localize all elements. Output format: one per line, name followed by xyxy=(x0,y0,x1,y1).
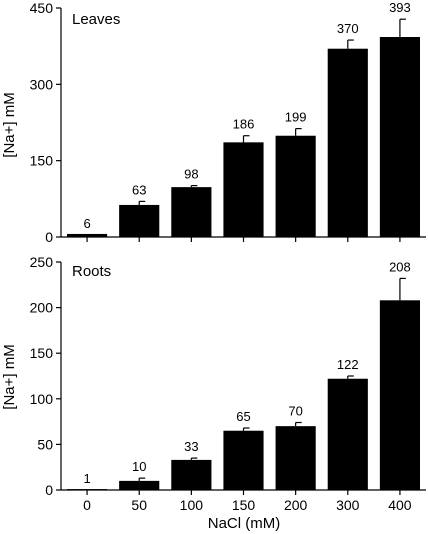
leaves-y-tick-label: 450 xyxy=(30,0,54,16)
leaves-y-axis-label: [Na+] mM xyxy=(1,92,18,157)
leaves-y-tick-label: 0 xyxy=(45,229,53,245)
roots-data-label: 1 xyxy=(83,471,90,486)
roots-y-tick-label: 100 xyxy=(30,391,54,407)
roots-bar xyxy=(275,426,316,490)
roots-bar xyxy=(223,430,264,490)
roots-panel: Roots [Na+] mM NaCl (mM) 050100150200250… xyxy=(1,254,426,532)
leaves-bar xyxy=(171,187,212,237)
leaves-y-tick-label: 150 xyxy=(30,153,54,169)
leaves-data-label: 98 xyxy=(184,167,198,182)
leaves-panel-title: Leaves xyxy=(72,11,120,28)
roots-y-tick-label: 250 xyxy=(30,254,54,270)
roots-data-label: 10 xyxy=(132,459,146,474)
roots-bar xyxy=(171,459,212,490)
leaves-data-label: 393 xyxy=(389,0,411,15)
leaves-panel: Leaves [Na+] mM 0 150 300 450 6 63 98 186 199 370… xyxy=(1,0,426,245)
leaves-data-label: 6 xyxy=(83,216,90,231)
leaves-data-label: 199 xyxy=(285,110,307,125)
roots-bar xyxy=(119,480,160,490)
roots-bar xyxy=(327,378,368,490)
roots-y-tick-label: 200 xyxy=(30,300,54,316)
roots-data-label: 33 xyxy=(184,439,198,454)
roots-x-tick-label: 50 xyxy=(131,497,147,513)
roots-data-label: 208 xyxy=(389,259,411,274)
roots-y-tick-label: 50 xyxy=(37,436,53,452)
roots-bar xyxy=(379,300,421,490)
x-axis-label: NaCl (mM) xyxy=(208,515,281,532)
roots-y-axis-label: [Na+] mM xyxy=(1,344,18,409)
leaves-data-label: 370 xyxy=(337,21,359,36)
roots-x-tick-label: 0 xyxy=(83,497,91,513)
roots-x-tick-label: 150 xyxy=(232,497,256,513)
roots-y-tick-label: 150 xyxy=(30,345,54,361)
roots-bar xyxy=(66,489,108,491)
roots-x-tick-label: 200 xyxy=(284,497,308,513)
roots-panel-title: Roots xyxy=(72,263,111,280)
leaves-bar xyxy=(379,37,421,237)
roots-data-label: 65 xyxy=(236,409,250,424)
roots-x-tick-label: 300 xyxy=(336,497,360,513)
roots-x-tick-label: 400 xyxy=(388,497,412,513)
roots-x-tick-label: 100 xyxy=(180,497,204,513)
leaves-data-label: 63 xyxy=(132,182,146,197)
leaves-bar xyxy=(223,142,264,237)
leaves-data-label: 186 xyxy=(233,117,255,132)
leaves-bar xyxy=(119,204,160,237)
roots-data-label: 70 xyxy=(288,404,302,419)
roots-data-label: 122 xyxy=(337,357,359,372)
leaves-bar xyxy=(327,48,368,237)
leaves-bar xyxy=(275,135,316,237)
roots-y-tick-label: 0 xyxy=(45,482,53,498)
leaves-y-tick-label: 300 xyxy=(30,76,54,92)
leaves-bar xyxy=(66,233,108,237)
